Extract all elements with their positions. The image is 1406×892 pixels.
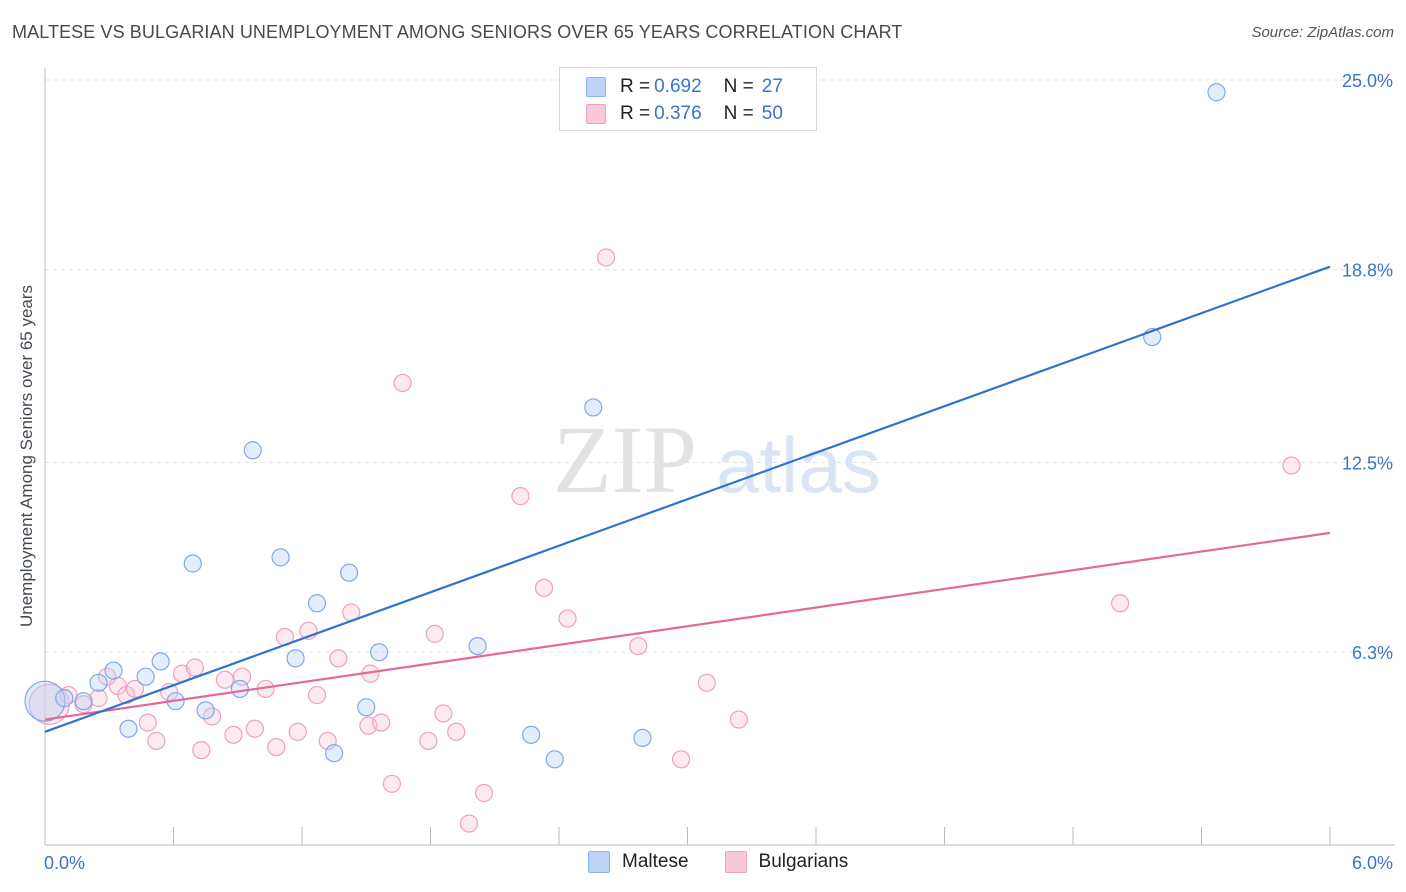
bulgarians-point [671, 750, 691, 769]
bulgarians-swatch [586, 104, 606, 124]
maltese-point [136, 667, 155, 686]
maltese-point [183, 554, 202, 573]
legend-n-label: N = [723, 76, 754, 97]
watermark-zip: ZIP [553, 406, 697, 513]
bulgarians-point [185, 658, 205, 677]
bulgarians-point [558, 609, 577, 628]
bulgarians-point [288, 722, 307, 741]
maltese-point [584, 398, 603, 417]
bulgarians-point [447, 722, 466, 741]
bulgarians-swatch [724, 851, 747, 873]
maltese-point [196, 701, 215, 720]
bulgarians-point [697, 673, 716, 692]
bulgarians-trend-line [44, 531, 1331, 721]
y-tick-label: 18.8% [1342, 261, 1393, 281]
y-tick-label: 25.0% [1342, 71, 1393, 91]
legend-item-maltese[interactable]: Maltese [588, 851, 689, 873]
maltese-point [24, 680, 66, 722]
bulgarians-point [372, 713, 391, 732]
maltese-point [307, 594, 327, 613]
bulgarians-point [382, 774, 402, 793]
maltese-point [357, 698, 376, 717]
maltese-swatch [586, 77, 606, 97]
bulgarians-point [474, 783, 494, 803]
bulgarians-point [434, 704, 453, 723]
bulgarians-point [629, 636, 648, 656]
series-legend: Maltese Bulgarians [588, 851, 884, 873]
legend-row-maltese: R = 0.692 N = 27 [586, 74, 787, 100]
bulgarians-point [1282, 456, 1301, 475]
maltese-point [522, 725, 541, 744]
legend-n-value: 27 [761, 76, 783, 97]
watermark: ZIP atlas [553, 406, 881, 513]
bulgarians-point [245, 719, 264, 738]
maltese-point [89, 673, 108, 692]
bulgarians-point [425, 624, 444, 643]
legend-label-bulgarians: Bulgarians [758, 851, 849, 872]
maltese-point [545, 750, 564, 769]
bulgarians-point [511, 487, 530, 506]
axes [44, 68, 1395, 846]
bulgarians-point [729, 710, 749, 729]
bulgarians-point [534, 578, 554, 598]
legend-r-value: 0.376 [654, 103, 702, 124]
bulgarians-point [192, 741, 211, 760]
bulgarians-point [393, 373, 412, 393]
maltese-point [340, 563, 359, 582]
legend-row-bulgarians: R = 0.376 N = 50 [586, 101, 787, 127]
bulgarians-point [307, 685, 327, 705]
maltese-point [119, 719, 138, 738]
x-tick-label: 0.0% [44, 853, 85, 873]
stats-legend: R = 0.692 N = 27 R = 0.376 N = 50 [559, 67, 817, 131]
bulgarians-point [1111, 594, 1130, 613]
bulgarians-point [459, 814, 479, 833]
maltese-point [104, 661, 123, 680]
y-tick-label: 12.5% [1342, 454, 1393, 474]
legend-n-value: 50 [761, 103, 783, 124]
maltese-point [325, 744, 344, 763]
bulgarians-point [215, 670, 234, 689]
maltese-points [24, 83, 1226, 769]
bulgarians-point [224, 725, 243, 744]
maltese-point [74, 692, 93, 711]
legend-label-maltese: Maltese [622, 851, 689, 872]
watermark-atlas: atlas [716, 421, 881, 509]
bulgarians-point [147, 731, 166, 751]
source-label: Source: ZipAtlas.com [1251, 24, 1394, 41]
bulgarians-points [28, 248, 1301, 833]
maltese-point [468, 636, 487, 656]
maltese-point [151, 652, 170, 671]
maltese-swatch [588, 851, 610, 873]
maltese-trend-line [44, 265, 1331, 733]
maltese-point [1207, 83, 1226, 102]
legend-item-bulgarians[interactable]: Bulgarians [724, 851, 849, 873]
maltese-point [370, 643, 389, 662]
legend-r-label: R = [620, 103, 651, 124]
tick-labels: 6.3% 12.5% 18.8% 25.0% 0.0% 6.0% [44, 71, 1393, 873]
maltese-point [55, 689, 74, 708]
maltese-point [286, 649, 305, 668]
bulgarians-point [419, 731, 438, 751]
bulgarians-point [597, 248, 616, 267]
legend-n-label: N = [723, 103, 754, 124]
y-tick-label: 6.3% [1352, 643, 1393, 663]
bulgarians-point [125, 679, 145, 699]
bulgarians-point [329, 649, 348, 668]
bulgarians-point [89, 689, 108, 708]
maltese-point [243, 441, 262, 460]
legend-r-label: R = [620, 76, 651, 97]
grid-lines [45, 79, 1395, 653]
maltese-point [633, 728, 652, 748]
maltese-point [230, 679, 249, 699]
legend-r-value: 0.692 [654, 76, 702, 97]
x-tick-label: 6.0% [1352, 853, 1393, 873]
bulgarians-point [267, 737, 286, 757]
chart-title: MALTESE VS BULGARIAN UNEMPLOYMENT AMONG … [12, 22, 903, 42]
trend-lines [44, 265, 1331, 733]
bulgarians-point [138, 713, 157, 732]
maltese-point [271, 548, 290, 567]
